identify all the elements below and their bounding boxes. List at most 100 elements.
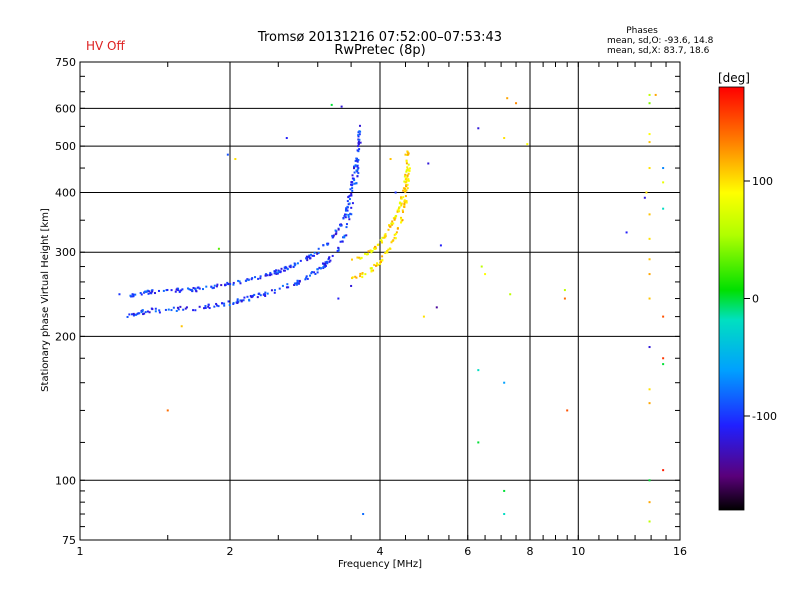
trace-point [332, 234, 335, 237]
trace-point [354, 275, 357, 278]
trace-point [198, 305, 201, 308]
y-tick-label: 400 [55, 186, 76, 199]
trace-point [390, 222, 393, 225]
trace-point [310, 272, 313, 275]
scatter-point [648, 388, 651, 391]
trace-point [146, 289, 149, 292]
scatter-point [503, 513, 506, 516]
trace-point [351, 183, 354, 186]
trace-point [248, 299, 251, 302]
trace-point [194, 309, 197, 312]
trace-point [344, 216, 347, 219]
scatter-point [340, 105, 343, 108]
scatter-point [654, 93, 657, 96]
trace-point [227, 283, 230, 286]
trace-point [369, 249, 372, 252]
trace-point [403, 189, 406, 192]
trace-point [259, 294, 262, 297]
trace-point [384, 252, 387, 255]
scatter-point [662, 357, 665, 360]
trace-point [341, 240, 344, 243]
trace-point [404, 191, 407, 194]
scatter-point [648, 133, 651, 136]
trace-point [203, 307, 206, 310]
scatter-point [435, 306, 438, 309]
scatter-point [503, 381, 506, 384]
trace-point [357, 140, 360, 143]
trace-point [177, 287, 180, 290]
colorbar-label: [deg] [718, 71, 750, 85]
trace-point [405, 162, 408, 165]
trace-point [313, 251, 316, 254]
trace-point [279, 271, 282, 274]
trace-point [196, 286, 199, 289]
trace-point [181, 288, 184, 291]
trace-point [150, 292, 153, 295]
trace-point [192, 286, 195, 289]
trace-point [326, 243, 329, 246]
scatter-point [662, 315, 665, 318]
chart-title: Tromsø 20131216 07:52:00–07:53:43 [257, 30, 502, 45]
trace-point [287, 286, 290, 289]
trace-point [343, 234, 346, 237]
trace-point [264, 274, 267, 277]
trace-point [269, 274, 272, 277]
trace-point [351, 189, 354, 192]
trace-point [134, 293, 137, 296]
trace-point [223, 284, 226, 287]
trace-point [328, 256, 331, 259]
trace-point [198, 287, 201, 290]
trace-point [292, 265, 295, 268]
trace-point [357, 135, 360, 138]
trace-point [238, 280, 241, 283]
x-tick-label: 4 [377, 545, 384, 558]
trace-point [327, 242, 330, 245]
scatter-point [404, 153, 407, 156]
trace-point [150, 307, 153, 310]
trace-point [364, 273, 367, 276]
trace-point [389, 225, 392, 228]
scatter-point [515, 102, 518, 105]
trace-point [326, 262, 329, 265]
scatter-point [648, 520, 651, 523]
trace-point [334, 229, 337, 232]
trace-point [318, 266, 321, 269]
trace-point [357, 131, 360, 134]
trace-point [329, 259, 332, 262]
trace-point [180, 289, 183, 292]
trace-point [403, 175, 406, 178]
trace-point [403, 200, 406, 203]
trace-point [208, 307, 211, 310]
scatter-point [427, 162, 430, 165]
trace-point [304, 278, 307, 281]
scatter-point [662, 469, 665, 472]
y-tick-label: 75 [62, 534, 76, 547]
trace-point [176, 306, 179, 309]
trace-point [398, 202, 401, 205]
trace-point [381, 236, 384, 239]
trace-point [146, 310, 149, 313]
trace-point [246, 278, 249, 281]
trace-point [178, 290, 181, 293]
trace-point [359, 272, 362, 275]
trace-point [286, 268, 289, 271]
trace-point [394, 237, 397, 240]
y-tick-label: 200 [55, 330, 76, 343]
trace-point [405, 170, 408, 173]
scatter-point [648, 501, 651, 504]
trace-point [324, 261, 327, 264]
trace-point [306, 277, 309, 280]
trace-point [140, 293, 143, 296]
trace-point [136, 312, 139, 315]
trace-point [175, 309, 178, 312]
trace-point [273, 272, 276, 275]
trace-point [373, 263, 376, 266]
trace-point [278, 287, 281, 290]
scatter-point [394, 191, 397, 194]
trace-point [138, 312, 141, 315]
trace-point [162, 289, 165, 292]
scatter-point [330, 103, 333, 106]
trace-point [293, 264, 296, 267]
trace-point [407, 163, 410, 166]
trace-point [148, 290, 151, 293]
